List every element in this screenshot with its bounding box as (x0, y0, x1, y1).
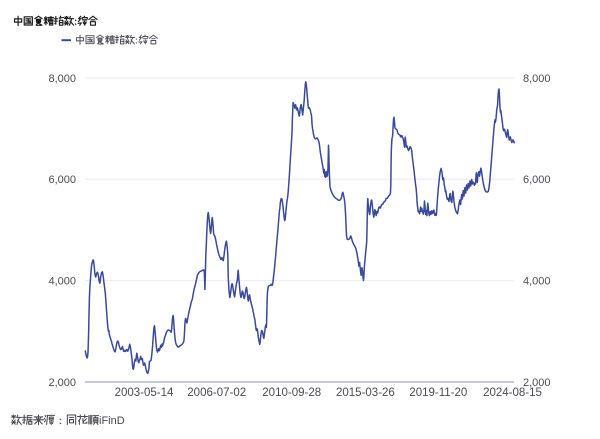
svg-text:2,000: 2,000 (48, 377, 76, 389)
svg-text:8,000: 8,000 (48, 73, 76, 85)
svg-text:2010-09-28: 2010-09-28 (262, 387, 321, 399)
svg-text:4,000: 4,000 (523, 276, 551, 288)
svg-text:2006-07-02: 2006-07-02 (187, 387, 246, 399)
svg-text:2,000: 2,000 (523, 377, 551, 389)
svg-text:6,000: 6,000 (48, 174, 76, 186)
svg-text:2015-03-26: 2015-03-26 (336, 387, 395, 399)
svg-text:2024-08-15: 2024-08-15 (483, 387, 542, 399)
svg-text:iFinD: iFinD (99, 415, 125, 427)
svg-text:4,000: 4,000 (48, 276, 76, 288)
svg-text:2019-11-20: 2019-11-20 (409, 387, 467, 399)
svg-text:6,000: 6,000 (523, 174, 551, 186)
svg-text:2003-05-14: 2003-05-14 (115, 387, 174, 399)
svg-text:8,000: 8,000 (523, 73, 551, 85)
